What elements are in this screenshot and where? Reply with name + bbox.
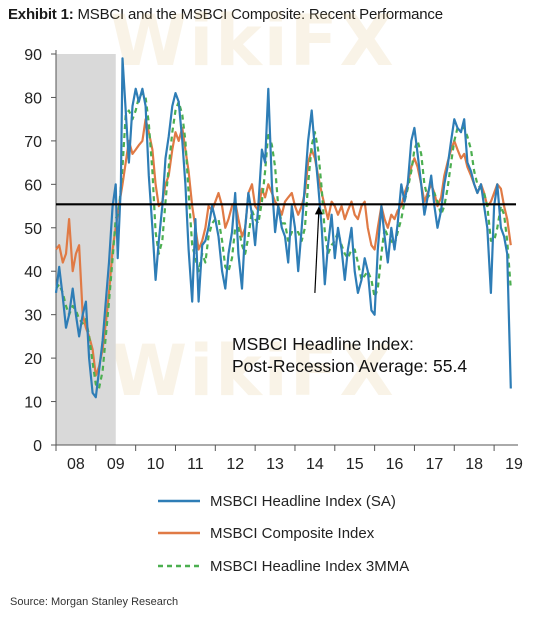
x-tick-label: 09 — [107, 456, 125, 473]
x-tick-label: 11 — [187, 456, 204, 473]
legend-label: MSBCI Composite Index — [210, 525, 375, 542]
source-note: Source: Morgan Stanley Research — [10, 596, 179, 608]
x-tick-label: 13 — [266, 456, 284, 473]
legend-label: MSBCI Headline Index 3MMA — [210, 558, 409, 575]
y-tick-label: 20 — [24, 351, 42, 368]
annotation-line2: Post-Recession Average: 55.4 — [232, 356, 467, 376]
chart-title: Exhibit 1: MSBCI and the MSBCI Composite… — [8, 6, 443, 23]
recession-shading — [56, 54, 116, 445]
annotation-line1: MSBCI Headline Index: — [232, 334, 414, 354]
y-tick-label: 40 — [24, 264, 42, 281]
x-tick-label: 10 — [147, 456, 165, 473]
x-tick-label: 19 — [505, 456, 523, 473]
x-tick-label: 14 — [306, 456, 324, 473]
y-tick-label: 80 — [24, 90, 42, 107]
y-tick-label: 70 — [24, 134, 42, 151]
exhibit-label: Exhibit 1: — [8, 6, 74, 23]
series-line-headline — [54, 57, 512, 399]
y-tick-label: 10 — [24, 395, 42, 412]
x-tick-label: 08 — [67, 456, 85, 473]
annotation-arrowhead — [314, 206, 323, 215]
x-tick-label: 15 — [346, 456, 364, 473]
x-tick-label: 17 — [425, 456, 443, 473]
x-tick-label: 16 — [386, 456, 404, 473]
y-tick-label: 90 — [24, 47, 42, 64]
legend-label: MSBCI Headline Index (SA) — [210, 493, 396, 510]
y-tick-label: 30 — [24, 308, 42, 325]
x-tick-label: 12 — [226, 456, 244, 473]
y-tick-label: 60 — [24, 177, 42, 194]
x-tick-label: 18 — [465, 456, 483, 473]
annotation-arrow — [314, 210, 320, 293]
y-tick-label: 50 — [24, 221, 42, 238]
y-tick-label: 0 — [33, 438, 42, 455]
chart-area: 0 10 20 30 40 50 60 70 80 90 08 09 10 11 12 13 14 15 16 17 1… — [24, 47, 523, 575]
exhibit-title: MSBCI and the MSBCI Composite: Recent Pe… — [77, 6, 443, 23]
